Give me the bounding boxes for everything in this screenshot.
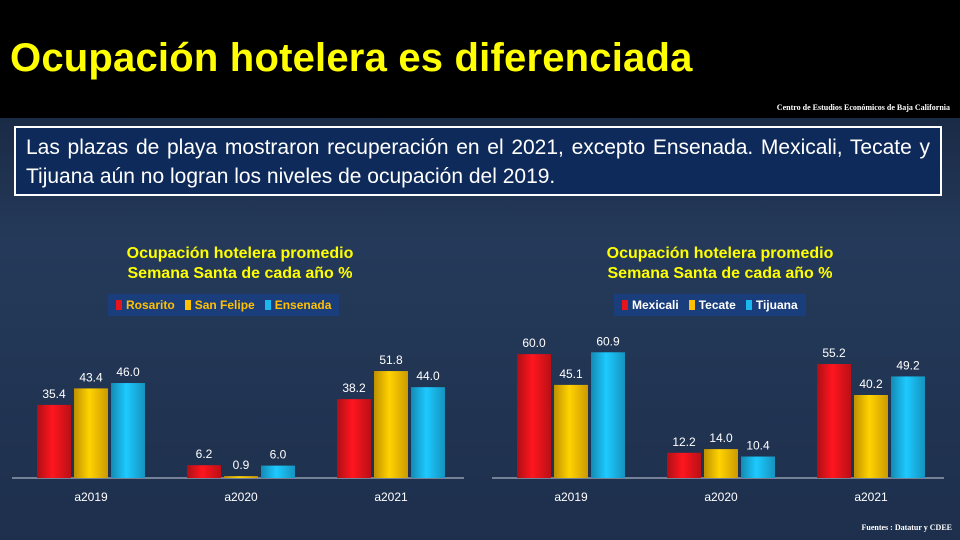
legend-item: Mexicali [622,298,679,312]
summary-callout: Las plazas de playa mostraron recuperaci… [14,126,942,196]
header-bar: Ocupación hotelera es diferenciada Centr… [0,0,960,118]
x-tick-label: a2021 [854,490,888,504]
data-label: 49.2 [896,358,920,372]
bar-san-felipe-a2020 [224,476,258,478]
legend-label: Tijuana [755,298,798,312]
chart-title-line1: Ocupación hotelera promedio [126,245,354,262]
data-label: 35.4 [42,387,66,401]
legend-item: Tecate [688,298,736,312]
data-label: 60.0 [522,336,546,350]
legend-label: Mexicali [632,298,679,312]
legend-swatch-icon [184,300,191,310]
bar-ensenada-a2019 [111,383,145,478]
legend-swatch-icon [116,300,122,310]
chart-panel-right: Ocupación hotelera promedio Semana Santa… [492,240,948,504]
bar-ensenada-a2021 [411,387,445,478]
legend-item: San Felipe [184,298,255,312]
bar-tijuana-a2021 [891,376,925,478]
data-label: 60.9 [596,334,620,348]
legend-swatch-icon [745,300,752,310]
bar-mexicali-a2021 [817,364,851,478]
bar-rosarito-a2019 [37,404,71,478]
chart-title-line1: Ocupación hotelera promedio [606,245,834,262]
data-label: 45.1 [559,367,583,381]
bar-chart-svg: 35.4 43.4 46.0 a2019 6.2 0.9 6.0 a2020 38.2 51.8 4… [12,353,464,504]
data-label: 10.4 [746,439,770,453]
bar-ensenada-a2020 [261,465,295,478]
data-label: 38.2 [342,381,366,395]
chart-legend: Rosarito San Felipe Ensenada [108,294,340,316]
data-label: 6.2 [196,447,213,461]
x-tick-label: a2019 [554,490,588,504]
chart-title-line2: Semana Santa de cada año % [127,265,353,282]
data-label: 14.0 [709,431,733,445]
bar-rosarito-a2021 [337,399,371,478]
chart-title: Ocupación hotelera promedio Semana Santa… [12,244,468,284]
source-note: Fuentes : Datatur y CDEE [861,523,952,532]
x-tick-label: a2021 [374,490,408,504]
bar-rosarito-a2020 [187,465,221,478]
chart-legend: Mexicali Tecate Tijuana [614,294,806,316]
legend-item: Tijuana [745,298,798,312]
bar-san-felipe-a2019 [74,388,108,478]
x-tick-label: a2019 [74,490,108,504]
bar-mexicali-a2019 [517,354,551,478]
page-title: Ocupación hotelera es diferenciada [10,36,693,80]
bar-tijuana-a2020 [741,456,775,478]
bar-tecate-a2020 [704,449,738,478]
data-label: 44.0 [416,369,440,383]
legend-label: Rosarito [126,298,175,312]
x-tick-label: a2020 [704,490,738,504]
chart-title-line2: Semana Santa de cada año % [607,265,833,282]
data-label: 40.2 [859,377,883,391]
bar-san-felipe-a2021 [374,371,408,478]
legend-item: Ensenada [264,298,332,312]
legend-swatch-icon [264,300,271,310]
chart-panel-left: Ocupación hotelera promedio Semana Santa… [12,240,468,504]
data-label: 0.9 [233,458,250,472]
organization-label: Centro de Estudios Económicos de Baja Ca… [776,103,950,112]
chart-title: Ocupación hotelera promedio Semana Santa… [492,244,948,284]
x-tick-label: a2020 [224,490,258,504]
bar-tecate-a2019 [554,384,588,478]
legend-label: Tecate [698,298,736,312]
legend-swatch-icon [622,300,628,310]
bar-chart-svg: 60.0 45.1 60.9 a2019 12.2 14.0 10.4 a2020 55.2 40… [492,334,944,504]
data-label: 43.4 [79,370,103,384]
bar-mexicali-a2020 [667,452,701,478]
data-label: 12.2 [672,435,696,449]
data-label: 51.8 [379,353,403,367]
bar-tecate-a2021 [854,395,888,478]
legend-label: San Felipe [194,298,255,312]
legend-label: Ensenada [274,298,332,312]
data-label: 55.2 [822,346,846,360]
data-label: 6.0 [270,448,287,462]
legend-swatch-icon [688,300,695,310]
data-label: 46.0 [116,365,140,379]
bar-tijuana-a2019 [591,352,625,478]
legend-item: Rosarito [116,298,175,312]
